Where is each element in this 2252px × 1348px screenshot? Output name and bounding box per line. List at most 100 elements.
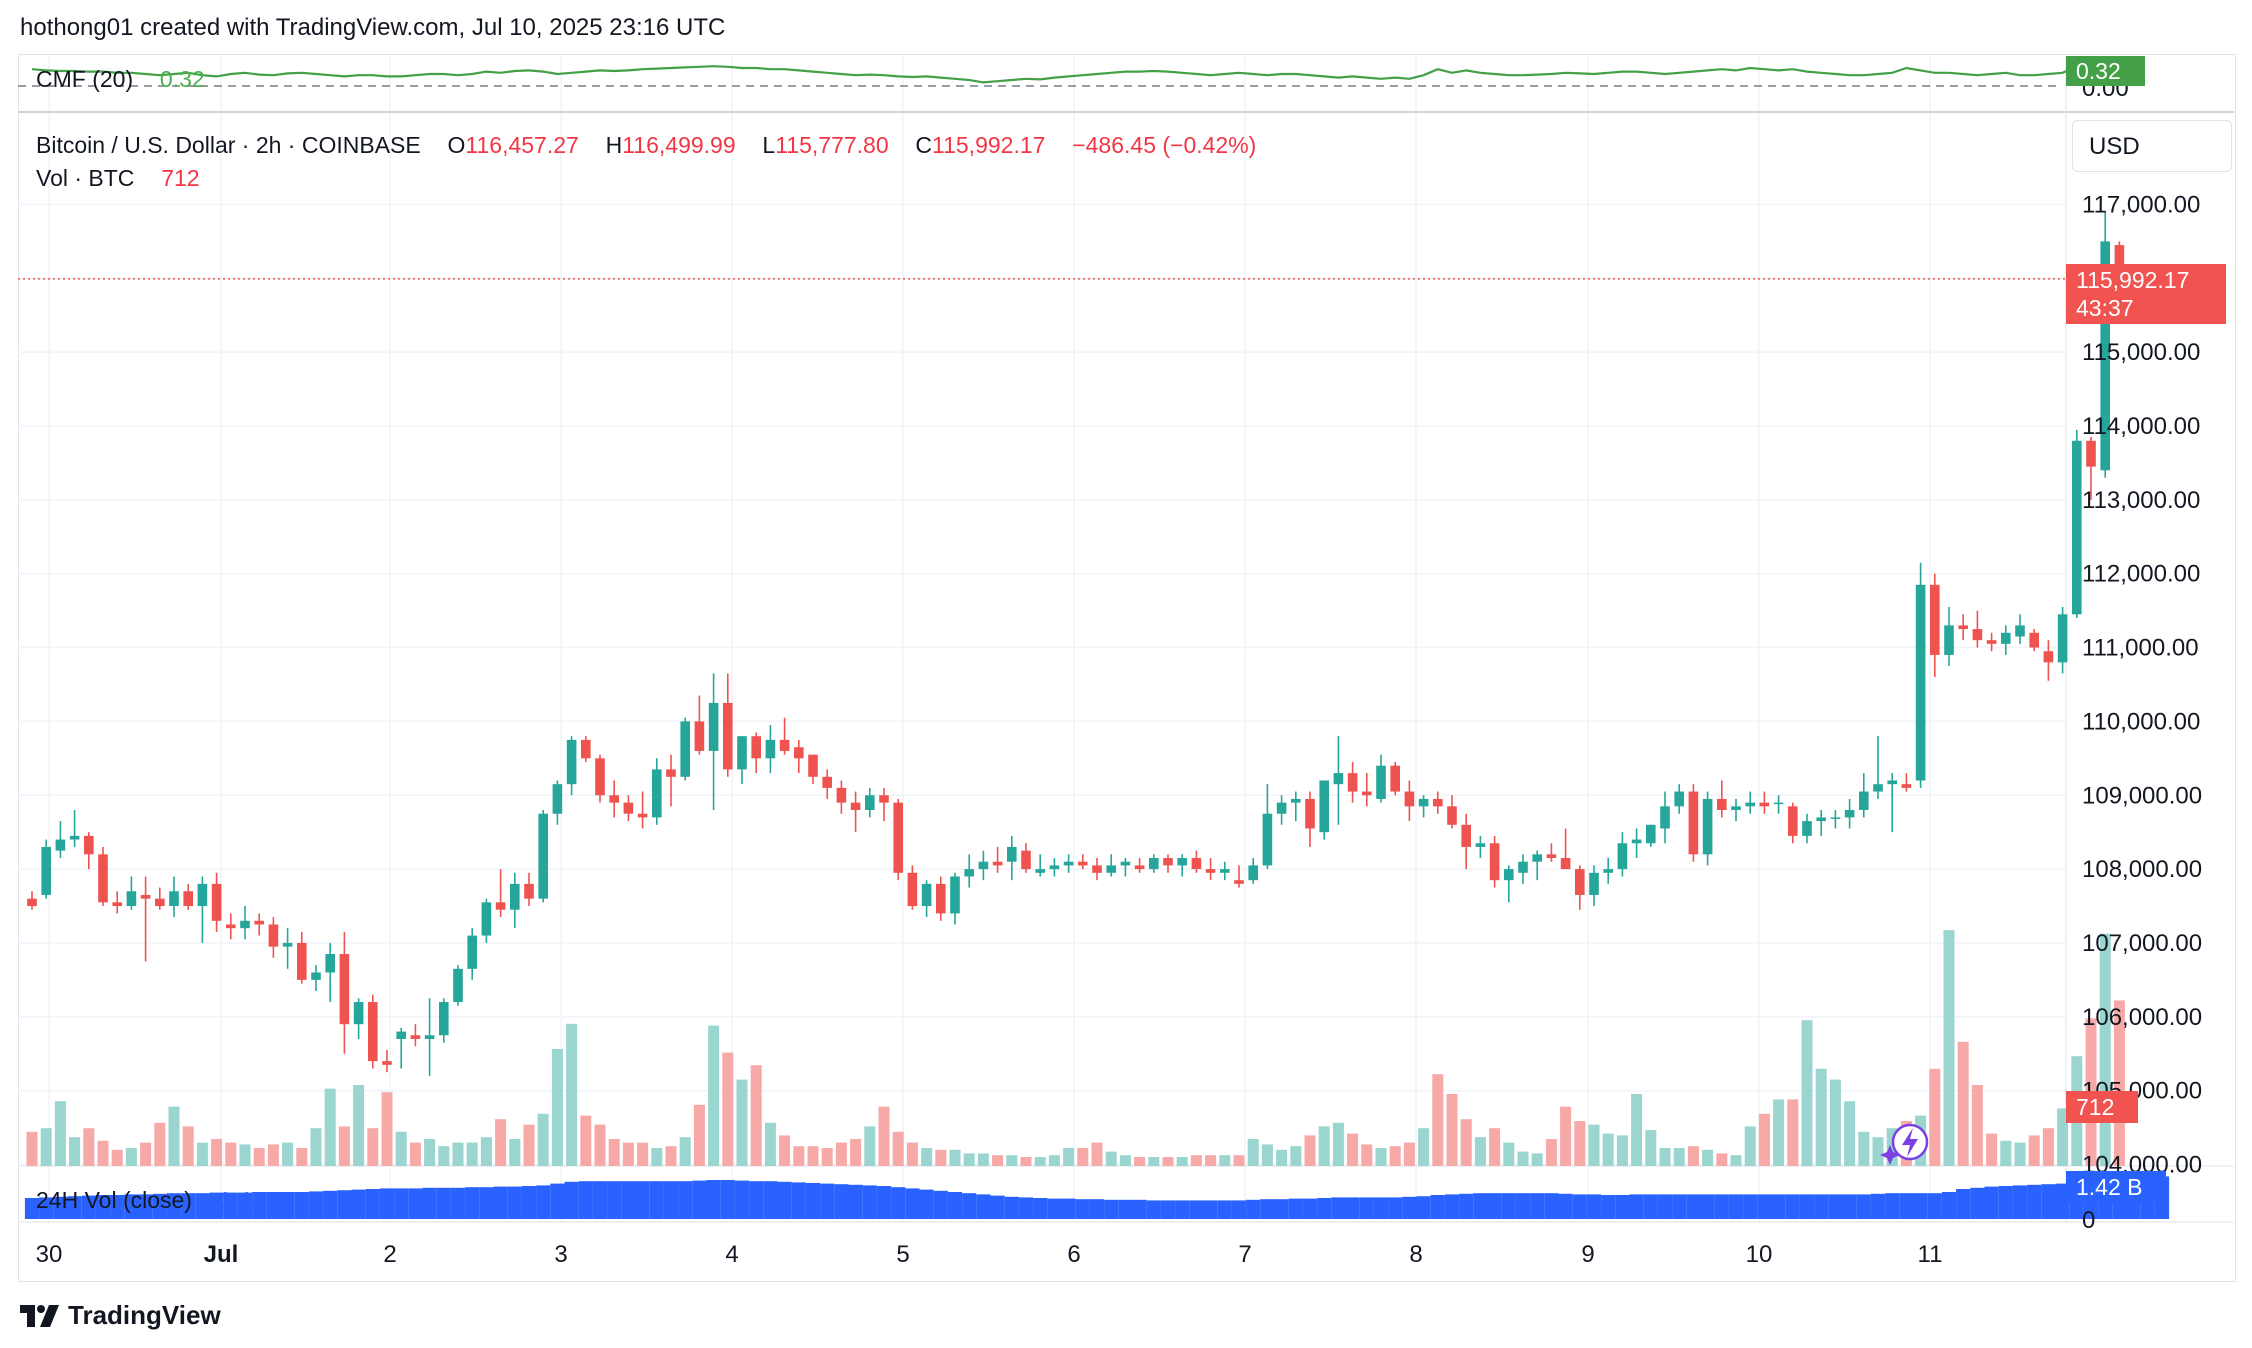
volume-bar — [1730, 1155, 1742, 1166]
countdown: 43:37 — [2076, 295, 2134, 321]
vol24-bar — [564, 1181, 579, 1219]
volume-bar — [424, 1139, 436, 1166]
vol24-bar — [493, 1186, 508, 1219]
candle — [652, 758, 662, 825]
candle — [69, 810, 80, 847]
candle — [1873, 736, 1883, 799]
symbol-title[interactable]: Bitcoin / U.S. Dollar · 2h · COINBASE — [36, 132, 421, 158]
vol24-bar — [933, 1190, 948, 1219]
volume-bar — [1347, 1133, 1359, 1166]
vol24-bar — [24, 1198, 40, 1219]
vol24-bar — [1814, 1194, 1829, 1219]
candle-body — [1873, 784, 1883, 792]
volume-bar — [1744, 1126, 1756, 1166]
vol24-bar — [1487, 1193, 1502, 1219]
candle — [921, 880, 932, 918]
volume-bar — [622, 1142, 634, 1166]
volume-bar — [1801, 1020, 1813, 1166]
vol24-bar — [394, 1188, 409, 1219]
candle-body — [581, 739, 591, 759]
vol24-bar — [1288, 1198, 1303, 1219]
candle-body — [637, 813, 648, 818]
vol24-bar — [1047, 1198, 1062, 1219]
candle-body — [226, 924, 236, 929]
volume-bar — [1560, 1106, 1572, 1166]
candle-body — [808, 754, 818, 777]
vol24-bar — [1160, 1200, 1176, 1219]
vol24-bar — [692, 1180, 707, 1219]
vol24-bar — [1998, 1186, 2013, 1219]
tradingview-logo[interactable]: TradingView — [20, 1300, 221, 1331]
vol24-bar — [1515, 1193, 1531, 1219]
vol24-bar — [465, 1187, 480, 1219]
vol24-bar — [749, 1181, 764, 1219]
vol24-bar — [876, 1186, 892, 1219]
candle — [595, 754, 605, 803]
volume-bar — [1403, 1142, 1415, 1166]
vol24-bar — [223, 1192, 238, 1219]
candle — [1972, 610, 1983, 648]
vol24-bars — [24, 1176, 2170, 1219]
volume-bar — [97, 1140, 109, 1166]
candle-body — [1603, 869, 1613, 873]
vol24-bar — [834, 1184, 849, 1219]
volume-bar — [54, 1101, 66, 1166]
volume-bar — [835, 1142, 847, 1166]
volume-bar — [1503, 1142, 1515, 1166]
candle-body — [155, 898, 165, 907]
volume-bar — [1034, 1157, 1046, 1166]
volume-bar — [608, 1139, 620, 1166]
currency-button[interactable]: USD — [2072, 120, 2232, 172]
candle — [424, 998, 435, 1076]
candle — [865, 787, 875, 818]
vol24-bar — [1331, 1197, 1346, 1219]
candle-body — [1688, 791, 1699, 855]
volume-bar — [977, 1153, 989, 1166]
vol24-bar — [308, 1191, 324, 1219]
candle-body — [879, 795, 889, 803]
candle — [822, 769, 832, 799]
candle-body — [1205, 869, 1216, 873]
candle-body — [1092, 865, 1102, 873]
volume-bar — [438, 1146, 450, 1166]
candle-body — [2015, 625, 2025, 637]
candle-body — [1745, 802, 1755, 807]
candle-body — [1504, 869, 1514, 881]
y-tick-label: 107,000.00 — [2082, 930, 2202, 957]
vol24-bar — [95, 1195, 111, 1219]
y-tick-label: 111,000.00 — [2082, 635, 2199, 662]
lightning-icon[interactable] — [1880, 1123, 1929, 1165]
candle-body — [538, 813, 548, 899]
volume-bar — [708, 1025, 720, 1166]
candle-body — [1333, 773, 1344, 785]
vol24-bar — [365, 1189, 380, 1219]
candle-body — [865, 795, 875, 811]
volume-bar — [1446, 1094, 1458, 1166]
vol24-bar — [1657, 1194, 1673, 1219]
vol24-bar — [280, 1192, 295, 1219]
candle-body — [27, 898, 37, 907]
candle — [2001, 625, 2011, 655]
volume-bar — [1091, 1142, 1103, 1166]
y-tick-label: 117,000.00 — [2082, 191, 2200, 218]
volume-bar — [665, 1146, 677, 1166]
vol24-bar — [2012, 1185, 2028, 1219]
candle — [808, 754, 818, 785]
candle — [964, 854, 974, 888]
candle-body — [424, 1035, 435, 1039]
candle-body — [680, 721, 690, 777]
candle-body — [240, 920, 250, 929]
vol24-bar — [1033, 1198, 1048, 1219]
volume-bar — [1957, 1041, 1969, 1166]
candle — [155, 887, 165, 910]
volume-bar — [566, 1023, 578, 1166]
open-label: O — [447, 132, 466, 158]
volume-bar — [1460, 1119, 1472, 1166]
volume-bar — [2000, 1140, 2012, 1166]
candle — [311, 965, 321, 991]
vol24-bar — [337, 1190, 352, 1219]
candle — [1092, 858, 1102, 881]
candle — [1958, 614, 1968, 641]
volume-bar — [1829, 1079, 1841, 1166]
